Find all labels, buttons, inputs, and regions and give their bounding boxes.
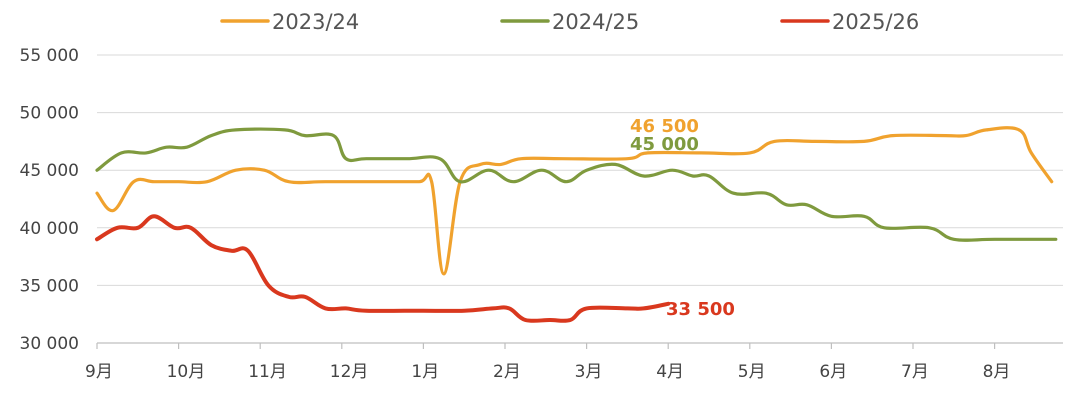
y-axis-ticks: 30 000 35 000 40 000 45 000 50 000 55 000 [20,46,79,354]
y-tick-label: 40 000 [20,219,79,239]
end-label-2024-25: 45 000 [630,134,699,155]
x-tick-label: 8月 [983,362,1011,382]
legend-label: 2024/25 [552,10,639,34]
legend-label: 2023/24 [272,10,359,34]
y-tick-label: 55 000 [20,46,79,66]
x-tick-label: 11月 [248,362,287,382]
series-line-2025-26 [95,214,671,323]
legend: 2023/24 2024/25 2025/26 [220,10,919,34]
x-tick-label: 12月 [330,362,369,382]
end-label-2023-24: 46 500 [630,116,699,137]
x-tick-label: 7月 [901,362,929,382]
y-tick-label: 50 000 [20,104,79,124]
series-line-2024-25 [95,127,1058,242]
x-tick-label: 3月 [575,362,603,382]
end-label-2025-26: 33 500 [666,299,735,320]
x-tick-label: 6月 [819,362,847,382]
x-tick-label: 1月 [411,362,439,382]
x-axis: 9月 10月 11月 12月 1月 2月 3月 4月 5月 6月 7月 8月 [85,342,1063,382]
y-tick-label: 45 000 [20,161,79,181]
series-line-2023-24 [95,126,1054,276]
series-lines [95,126,1058,323]
x-tick-label: 4月 [656,362,684,382]
x-tick-label: 2月 [493,362,521,382]
y-tick-label: 35 000 [20,276,79,296]
x-tick-label: 5月 [738,362,766,382]
x-tick-label: 10月 [167,362,206,382]
legend-label: 2025/26 [832,10,919,34]
y-tick-label: 30 000 [20,334,79,354]
x-tick-label: 9月 [85,362,113,382]
